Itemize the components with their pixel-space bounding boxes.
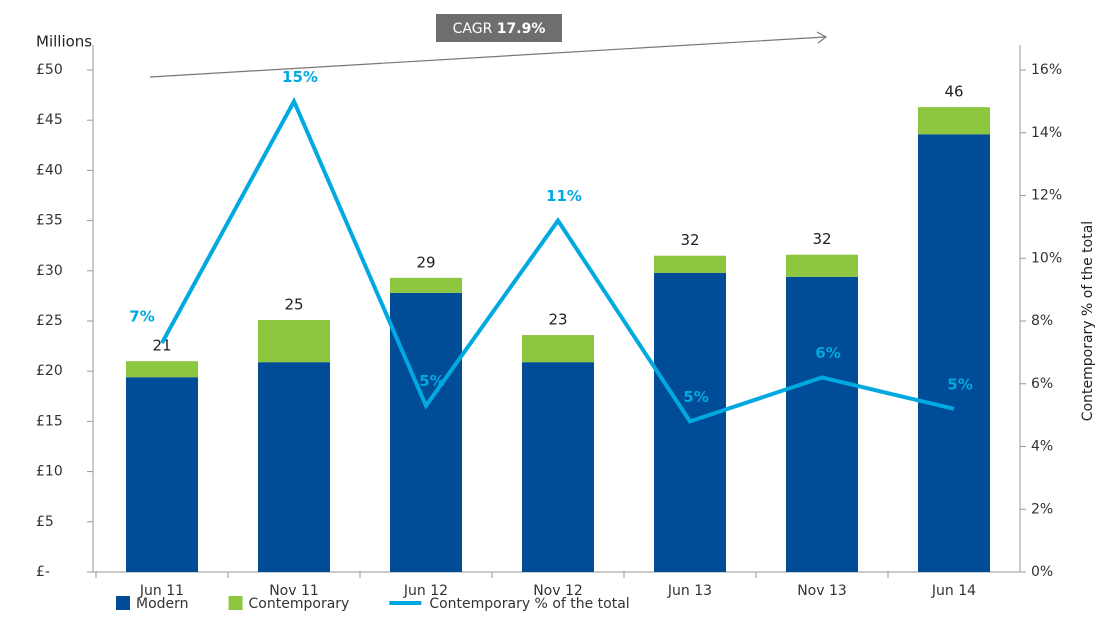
bar-segment bbox=[522, 335, 594, 363]
y2-tick-label: 12% bbox=[1031, 188, 1062, 204]
y-tick-label: £40 bbox=[36, 162, 63, 178]
line-value-label: 15% bbox=[282, 68, 318, 86]
y-tick-label: £10 bbox=[36, 464, 63, 480]
y-tick-label: £20 bbox=[36, 363, 63, 379]
y-tick-label: £35 bbox=[36, 213, 63, 229]
line-value-label: 7% bbox=[129, 307, 154, 325]
cagr-text: CAGR 17.9% bbox=[453, 21, 546, 37]
line-value-label: 6% bbox=[815, 344, 840, 362]
bar-segment bbox=[786, 276, 858, 572]
total-label: 21 bbox=[152, 337, 171, 355]
total-label: 25 bbox=[284, 295, 303, 313]
y-tick-label: £15 bbox=[36, 413, 63, 429]
y2-axis-label: Contemporary % of the total bbox=[1080, 221, 1096, 421]
bar-segment bbox=[126, 377, 198, 572]
bar-segment bbox=[258, 319, 330, 363]
total-label: 32 bbox=[680, 231, 699, 249]
y2-tick-label: 4% bbox=[1031, 439, 1053, 455]
x-tick-label: Jun 11 bbox=[139, 583, 184, 599]
x-tick-label: Nov 12 bbox=[533, 583, 583, 599]
bar-segment bbox=[786, 254, 858, 277]
total-label: 46 bbox=[944, 83, 963, 101]
bar-segment bbox=[918, 107, 990, 135]
bar-segment bbox=[390, 277, 462, 293]
x-tick-label: Nov 13 bbox=[797, 583, 847, 599]
bar-segment bbox=[918, 134, 990, 573]
y2-tick-label: 6% bbox=[1031, 376, 1053, 392]
y2-tick-label: 2% bbox=[1031, 501, 1053, 517]
legend-label: Contemporary % of the total bbox=[429, 596, 629, 612]
line-value-label: 11% bbox=[546, 187, 582, 205]
total-label: 29 bbox=[416, 253, 435, 271]
x-tick-label: Jun 14 bbox=[931, 583, 976, 599]
legend-label: Modern bbox=[136, 596, 189, 612]
y2-tick-label: 10% bbox=[1031, 250, 1062, 266]
line-series bbox=[160, 96, 955, 424]
total-label: 32 bbox=[812, 230, 831, 248]
legend-swatch bbox=[116, 596, 130, 610]
y2-tick-label: 16% bbox=[1031, 62, 1062, 78]
y2-tick-label: 8% bbox=[1031, 313, 1053, 329]
line-value-label: 5% bbox=[419, 372, 444, 390]
y-axis-label: Millions bbox=[36, 33, 92, 51]
y-tick-label: £50 bbox=[36, 62, 63, 78]
bar-segment bbox=[126, 361, 198, 378]
legend-label: Contemporary bbox=[249, 596, 350, 612]
bar-segment bbox=[522, 362, 594, 572]
y-tick-label: £25 bbox=[36, 313, 63, 329]
bar-segment bbox=[258, 362, 330, 572]
y2-tick-label: 0% bbox=[1031, 564, 1053, 580]
legend-swatch bbox=[228, 596, 243, 610]
x-tick-label: Jun 12 bbox=[403, 583, 448, 599]
line-value-label: 5% bbox=[947, 375, 972, 393]
cagr-arrow bbox=[149, 36, 826, 78]
y2-tick-label: 14% bbox=[1031, 125, 1062, 141]
y-tick-label: £- bbox=[36, 564, 50, 580]
cagr-box bbox=[436, 14, 562, 42]
cagr-value: 17.9% bbox=[497, 21, 546, 37]
line-value-label: 5% bbox=[683, 388, 708, 406]
cagr-label: CAGR bbox=[453, 21, 493, 37]
cagr-arrowhead bbox=[816, 31, 828, 44]
bar-segment bbox=[390, 292, 462, 572]
bar-segment bbox=[654, 255, 726, 273]
total-label: 23 bbox=[548, 311, 567, 329]
y-tick-label: £45 bbox=[36, 112, 63, 128]
y-tick-label: £30 bbox=[36, 263, 63, 279]
y-tick-label: £5 bbox=[36, 514, 54, 530]
x-tick-label: Jun 13 bbox=[667, 583, 712, 599]
x-tick-label: Nov 11 bbox=[269, 583, 319, 599]
